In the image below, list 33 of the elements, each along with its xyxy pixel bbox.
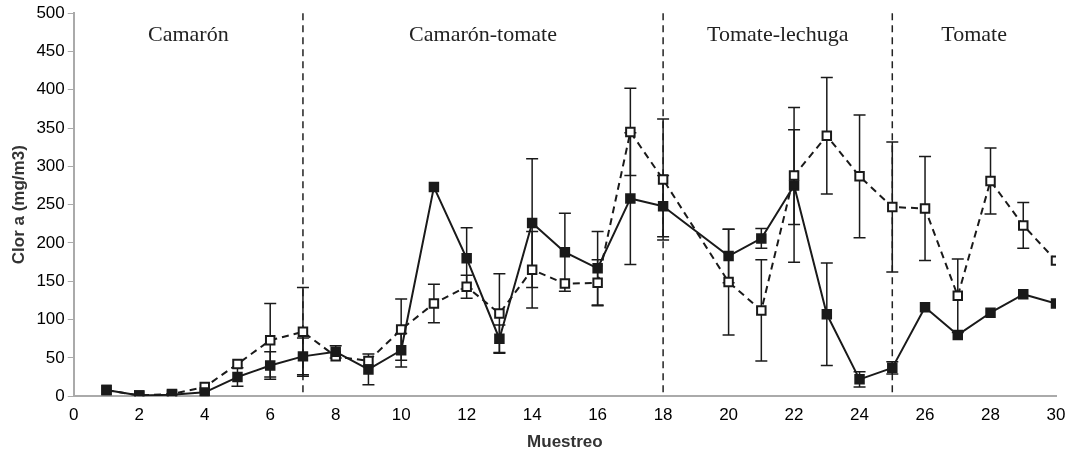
x-tick-label: 6: [265, 405, 275, 425]
y-tick-label: 300: [36, 156, 65, 176]
annotation: Tomate: [941, 20, 1007, 46]
y-tick-label: 200: [36, 232, 65, 252]
y-tick-label: 350: [36, 117, 65, 137]
x-tick-label: 18: [653, 405, 673, 425]
x-tick-label: 0: [69, 405, 79, 425]
annotation: Camarón: [148, 20, 229, 46]
y-tick-label: 150: [36, 270, 65, 290]
x-tick-label: 30: [1046, 405, 1066, 425]
x-tick-label: 26: [915, 405, 935, 425]
y-tick-label: 400: [36, 79, 65, 99]
x-tick-label: 24: [850, 405, 870, 425]
x-tick-label: 10: [391, 405, 411, 425]
x-tick-label: 8: [330, 405, 341, 425]
x-axis-title: Muestreo: [527, 432, 603, 452]
x-tick-label: 14: [522, 405, 542, 425]
x-tick-label: 2: [134, 405, 144, 425]
x-tick-label: 22: [784, 405, 804, 425]
y-axis-title: Clor a (mg/m3): [8, 145, 28, 265]
y-tick-label: 450: [36, 41, 65, 61]
y-tick-label: 50: [45, 347, 65, 367]
annotation: Tomate-lechuga: [707, 20, 849, 46]
x-tick-label: 4: [199, 405, 210, 425]
x-tick-label: 20: [719, 405, 739, 425]
y-tick-label: 100: [36, 309, 65, 329]
x-tick-label: 12: [457, 405, 477, 425]
x-tick-label: 28: [981, 405, 1000, 425]
y-tick-label: 0: [55, 385, 65, 405]
annotation: Camarón-tomate: [409, 20, 557, 46]
y-tick-label: 250: [36, 194, 65, 214]
x-tick-label: 16: [588, 405, 608, 425]
y-tick-label: 500: [36, 2, 65, 22]
